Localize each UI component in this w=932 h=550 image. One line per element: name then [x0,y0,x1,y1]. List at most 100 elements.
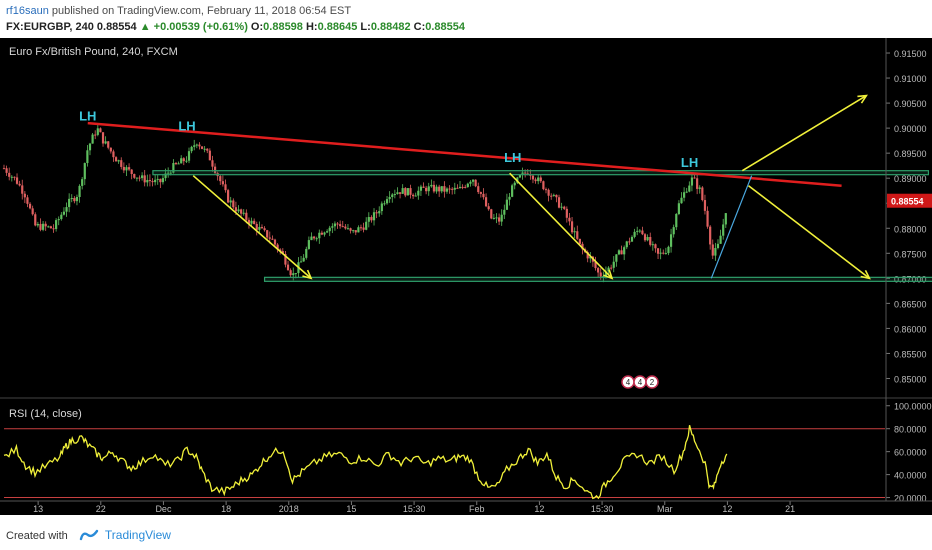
candle-body [362,227,365,230]
zone-rectangle[interactable] [263,276,932,282]
candle-body [693,177,696,179]
candle-body [352,230,355,232]
candle-body [461,186,464,188]
candle-body [349,228,352,231]
main-pane[interactable]: 0.91500 0.91000 0.90500 0.90000 0.89500 0.890… [2,49,932,389]
candle-body [271,238,274,240]
candle-body [526,173,529,175]
candle-body [284,253,287,265]
candle-body [709,226,712,245]
candle-body [724,213,727,225]
candle-body [703,200,707,211]
chart-area[interactable]: 0.91500 0.91000 0.90500 0.90000 0.89500 0.890… [0,38,932,515]
price-tick-label: 0.87000 [894,274,927,284]
candle-body [636,230,639,232]
candle-body [2,168,6,170]
lh-label: LH [681,155,698,170]
tradingview-brand-link[interactable]: TradingView [104,528,171,542]
candle-body [448,188,451,190]
candle-body [258,227,261,230]
candle-body [242,212,245,214]
candle-body [656,248,660,254]
candle-body [70,197,73,199]
candle-body [47,226,50,228]
candle-body [589,256,592,259]
candle-body [354,230,357,233]
rsi-line[interactable] [3,425,728,500]
candle-body [83,163,86,180]
candle-body [120,160,123,167]
candle-body [81,179,84,186]
candle-body [672,227,675,235]
projection-line[interactable] [710,175,753,279]
candle-body [417,190,420,196]
candle-body [122,166,125,171]
candle-body [664,253,667,255]
candle-body [26,197,29,204]
candle-body [453,187,456,190]
candle-body [625,241,628,248]
event-badge-icon[interactable] [645,375,659,389]
arrow-line[interactable] [192,175,312,279]
candle-body [13,176,16,178]
candle-body [643,234,647,241]
candle-body [722,224,725,236]
candle-body [513,182,516,186]
candle-body [86,150,89,164]
candle-body [518,174,522,178]
arrow-line[interactable] [741,94,867,172]
zone-rectangle[interactable] [152,170,930,176]
arrow-line[interactable] [748,185,870,279]
candle-body [469,181,472,184]
time-tick-label: 13 [33,504,43,514]
candle-body [94,134,97,136]
arrow-line[interactable] [509,172,613,279]
candle-body [302,257,305,262]
candle-body [495,217,498,219]
candle-body [432,184,436,192]
candle-body [662,252,665,254]
candle-body [550,195,553,197]
time-tick-label: 15:30 [403,504,426,514]
candle-body [544,189,548,191]
candle-body [125,167,128,171]
candle-body [409,188,412,195]
candle-body [21,185,24,194]
candle-body [425,187,428,192]
candle-body [34,214,37,226]
candle-body [701,187,704,201]
candle-body [534,179,537,182]
published-text: published on TradingView.com, February 1… [51,5,352,17]
candle-body [146,180,149,183]
candle-body [388,196,391,200]
candle-body [101,132,105,144]
candle-body [141,175,144,179]
chart-svg[interactable]: 0.91500 0.91000 0.90500 0.90000 0.89500 0.890… [0,38,932,515]
candle-body [344,226,347,229]
price-tick-label: 0.90000 [894,124,927,134]
candle-body [234,207,238,212]
candle-body [305,248,308,258]
candle-body [615,254,618,262]
candle-body [190,146,193,152]
candle-body [167,172,170,174]
price-tick-label: 0.89000 [894,174,927,184]
resistance-trendline[interactable] [87,121,842,187]
candle-body [680,197,683,204]
candle-body [312,236,316,239]
rsi-pane[interactable]: 100.0000 80.0000 60.0000 40.0000 20.0000 [3,402,932,504]
candle-body [385,199,389,204]
candle-body [604,271,608,277]
author-link[interactable]: rf16saun [6,5,49,17]
candle-body [247,219,251,224]
candle-body [255,223,258,230]
candle-body [200,146,204,149]
candle-body [44,223,47,227]
candle-body [135,177,138,179]
candle-body [154,179,157,183]
candle-body [10,176,13,178]
candle-body [39,223,42,230]
candle-body [49,226,53,229]
candle-body [474,179,477,187]
candle-body [180,158,183,164]
